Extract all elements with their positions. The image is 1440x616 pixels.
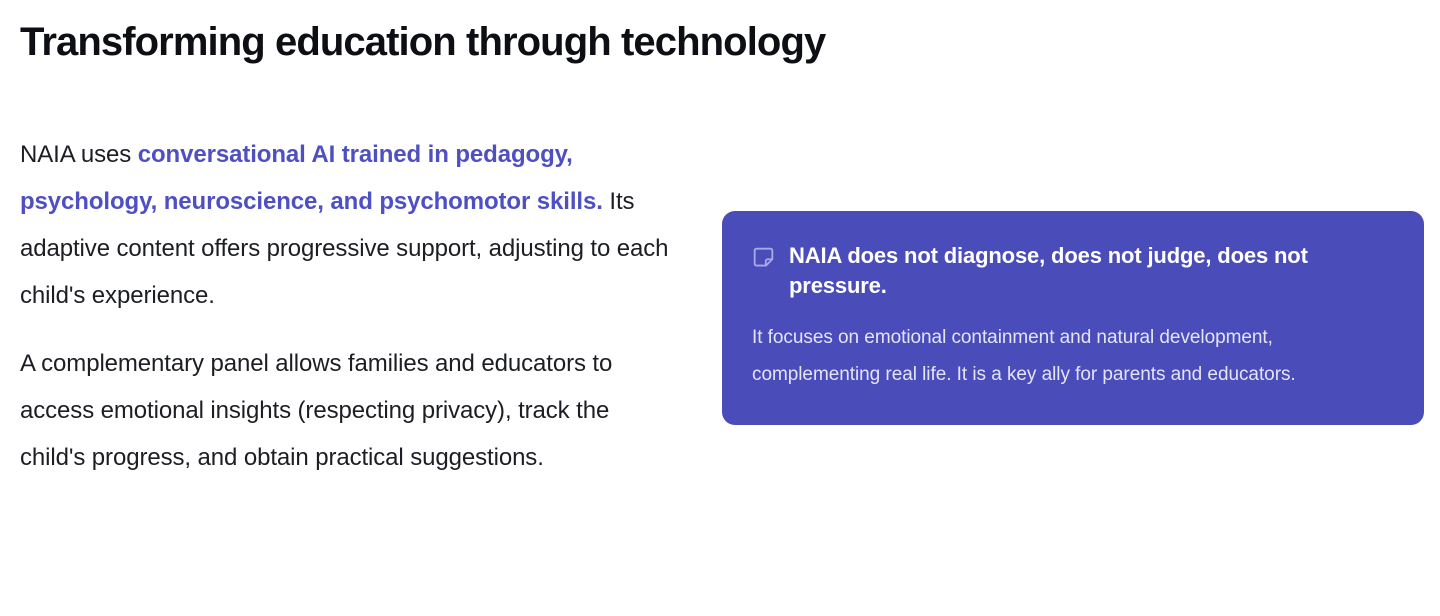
paragraph-intro-lead: NAIA uses: [20, 141, 138, 168]
paragraph-intro-trail: Its adaptive content offers progressive …: [20, 188, 669, 309]
paragraph-intro: NAIA uses conversational AI trained in p…: [20, 131, 680, 319]
paragraph-panel: A complementary panel allows families an…: [20, 350, 613, 471]
page-title: Transforming education through technolog…: [20, 20, 826, 64]
callout-card: NAIA does not diagnose, does not judge, …: [722, 211, 1424, 425]
article-text-column: NAIA uses conversational AI trained in p…: [20, 131, 680, 481]
callout-header: NAIA does not diagnose, does not judge, …: [752, 241, 1394, 301]
paragraph-intro-highlight: conversational AI trained in pedagogy, p…: [20, 141, 603, 215]
callout-body-text: It focuses on emotional containment and …: [752, 327, 1296, 385]
callout-title: NAIA does not diagnose, does not judge, …: [789, 243, 1308, 298]
sticky-note-icon: [753, 247, 774, 267]
